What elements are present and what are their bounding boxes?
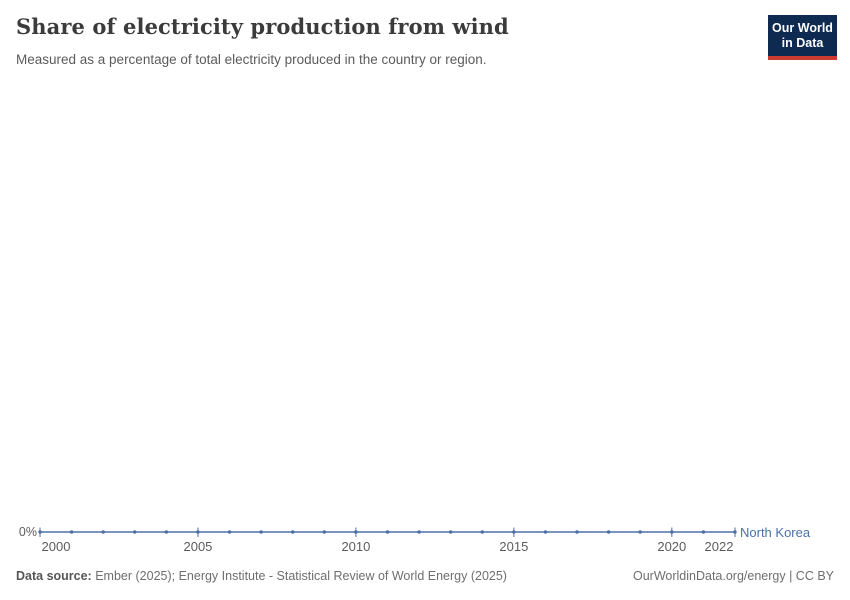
data-point-marker[interactable] — [701, 530, 706, 534]
page-title: Share of electricity production from win… — [16, 14, 509, 39]
x-axis-tick-label: 2000 — [41, 539, 71, 554]
data-point-marker[interactable] — [638, 530, 642, 534]
data-point-marker[interactable] — [417, 530, 421, 534]
data-point-marker[interactable] — [480, 530, 484, 534]
data-source-text: Ember (2025); Energy Institute - Statist… — [91, 569, 507, 583]
x-axis-tick-label: 2022 — [704, 539, 734, 554]
data-point-marker[interactable] — [38, 530, 42, 534]
owid-logo[interactable]: Our World in Data — [768, 15, 837, 60]
data-source-note: Data source: Ember (2025); Energy Instit… — [16, 569, 507, 583]
data-source-label: Data source: — [16, 569, 92, 583]
x-axis-tick-label: 2010 — [341, 539, 371, 554]
data-point-marker[interactable] — [512, 530, 516, 534]
owid-logo-text-line1: Our World — [772, 21, 833, 35]
data-point-marker[interactable] — [733, 530, 737, 534]
data-point-marker[interactable] — [69, 530, 74, 534]
data-point-marker[interactable] — [354, 530, 358, 534]
data-point-marker[interactable] — [385, 530, 390, 534]
chart-footer: Data source: Ember (2025); Energy Instit… — [16, 569, 834, 583]
data-point-marker[interactable] — [322, 530, 327, 534]
data-point-marker[interactable] — [448, 530, 453, 534]
series-label-north-korea: North Korea — [740, 525, 811, 540]
data-point-marker[interactable] — [227, 530, 232, 534]
x-axis-tick-label: 2015 — [499, 539, 529, 554]
data-point-marker[interactable] — [133, 530, 137, 534]
data-point-marker[interactable] — [543, 530, 548, 534]
owid-logo-text-line2: in Data — [781, 36, 824, 50]
x-axis-tick-label: 2020 — [657, 539, 687, 554]
x-axis-tick-label: 2005 — [183, 539, 213, 554]
data-point-marker[interactable] — [259, 530, 263, 534]
data-point-marker[interactable] — [606, 530, 611, 534]
data-point-marker[interactable] — [291, 530, 295, 534]
page-subtitle: Measured as a percentage of total electr… — [16, 52, 487, 67]
credit-link[interactable]: OurWorldinData.org/energy | CC BY — [632, 569, 834, 583]
data-point-marker[interactable] — [164, 530, 169, 534]
data-point-marker[interactable] — [196, 530, 200, 534]
data-point-marker[interactable] — [575, 530, 579, 534]
y-axis-tick-label: 0% — [18, 525, 37, 539]
data-point-marker[interactable] — [670, 530, 674, 534]
data-point-marker[interactable] — [101, 530, 105, 534]
